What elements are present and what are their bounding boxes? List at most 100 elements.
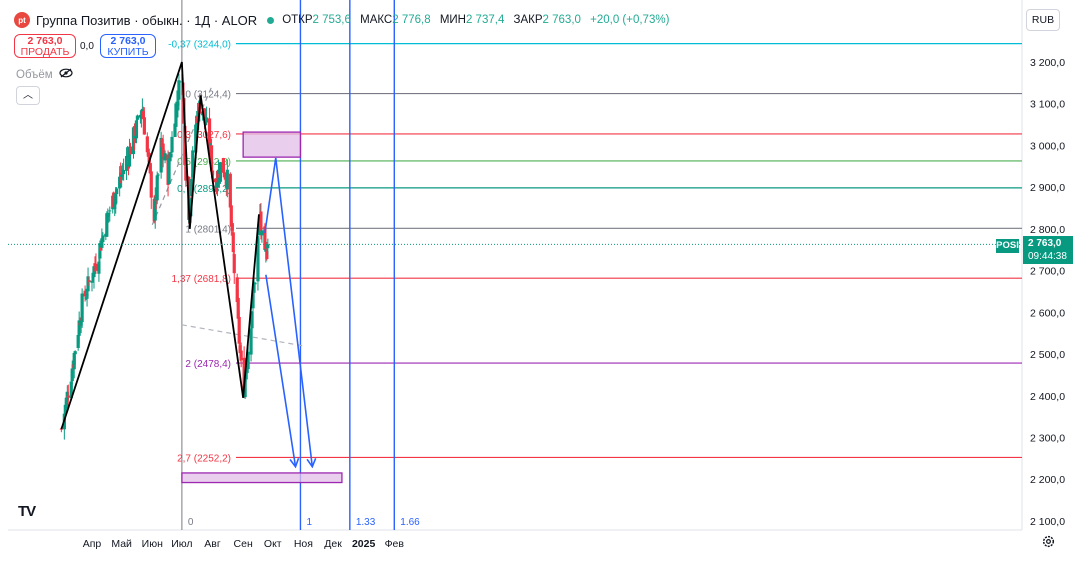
candle-body [223,177,227,180]
candle-body [112,192,116,208]
sell-button[interactable]: 2 763,0 ПРОДАТЬ [14,34,76,58]
candle-body [169,153,173,158]
candle [204,106,209,126]
candle [167,152,171,185]
time-tick-label: Апр [83,538,102,550]
candle [120,165,124,188]
tradingview-logo[interactable]: TV [18,503,36,520]
candle [225,159,229,198]
company-logo-icon: pt [14,12,30,28]
candle [253,281,257,286]
candle [91,276,95,282]
candle-body [122,169,126,175]
ohlc-change-value: +20,0 (+0,73%) [590,14,670,26]
candle-body [245,365,249,374]
candle-body [237,316,241,344]
buy-button[interactable]: 2 763,0 КУПИТЬ [100,34,156,58]
time-tick-label: Июл [171,538,192,550]
dashed-channels [151,86,303,347]
ohlc-low-label: МИН [439,14,466,26]
ohlc-close-value: 2 763,0 [542,14,581,26]
ohlc-low-value: 2 737,4 [465,14,505,26]
candle-body [256,238,260,282]
candle [266,238,270,255]
candle-body [251,289,255,309]
fib-level-label: 0 (3124,4) [185,90,231,101]
price-tick-label: 3 000,0 [1030,140,1065,152]
candle-body [149,171,153,198]
market-status-dot [267,16,275,24]
candle-body [203,108,207,120]
candle [142,107,146,135]
candle-body [120,174,124,177]
candle-body [66,395,70,398]
candle-body [218,162,223,182]
candle-body [142,117,146,135]
candle-body [246,351,250,369]
candle [260,229,264,243]
candle [221,157,225,174]
candle-body [94,263,98,271]
last-price-label: 2 763,0 09:44:38 [1023,236,1073,264]
countdown-timer: 09:44:38 [1028,251,1067,262]
zone-box [181,472,343,484]
candle-body [155,175,159,201]
fib-levels: -0,37 (3244,0) 0 (3124,4) 0,3 (3027,6) 0,5 … [168,40,1022,464]
candle-body [265,251,269,260]
fib-time-zones: 0 1 1.33 1.66 [181,0,420,530]
fib-level-label: 0,7 (2898,2) [177,184,231,195]
volume-indicator[interactable]: Объём [16,68,73,81]
candle-body [115,188,119,195]
sell-price: 2 763,0 [27,35,63,47]
symbol-title[interactable]: Группа Позитив · обыкн. · 1Д · ALOR [36,12,258,28]
time-axis: Апр Май Июн Июл Авг Сен Окт Ноя Дек 2025 Фев [83,538,405,550]
ohlc-high-label: МАКС [360,14,393,26]
candle [145,132,149,155]
candle-body [229,205,233,227]
candle-body [215,182,220,188]
candle-body [253,282,257,285]
candle [191,146,195,187]
candle-body [235,277,239,302]
candle-body [264,248,268,252]
candle [232,250,236,284]
projection-arrowhead [289,457,300,469]
price-tick-label: 2 800,0 [1030,224,1065,236]
candle [230,220,234,233]
candle-body [161,143,165,157]
settings-gear-icon[interactable] [1042,535,1055,551]
candle [66,384,70,409]
currency-selector[interactable]: RUB [1026,9,1060,31]
candle-body [118,176,122,189]
candle-body [259,211,263,232]
price-tick-label: 2 600,0 [1030,307,1065,319]
candle-body [114,193,118,204]
candle-body [63,404,67,415]
time-tick-label: Авг [204,538,221,550]
candle [222,165,226,179]
candle-body [230,223,234,231]
candle [161,134,165,168]
candle [170,131,174,154]
fib-level-label: 2 (2478,4) [185,359,231,370]
candle [153,187,157,229]
candle-body [127,146,132,167]
candle [113,201,117,217]
candle-body [177,80,181,100]
candle [231,223,235,256]
candle [94,253,98,274]
price-tick-label: 2 200,0 [1030,474,1065,486]
candle-body [204,117,209,123]
candle [86,267,90,299]
candle [149,164,153,209]
candle-body [64,397,68,409]
eye-hidden-icon[interactable] [59,68,73,81]
candle-body [97,261,101,274]
chevron-up-icon: ︿ [23,90,33,101]
candle-body [209,145,214,172]
candle [92,265,96,289]
candle-body [266,244,270,249]
collapse-legend-button[interactable]: ︿ [16,86,40,105]
